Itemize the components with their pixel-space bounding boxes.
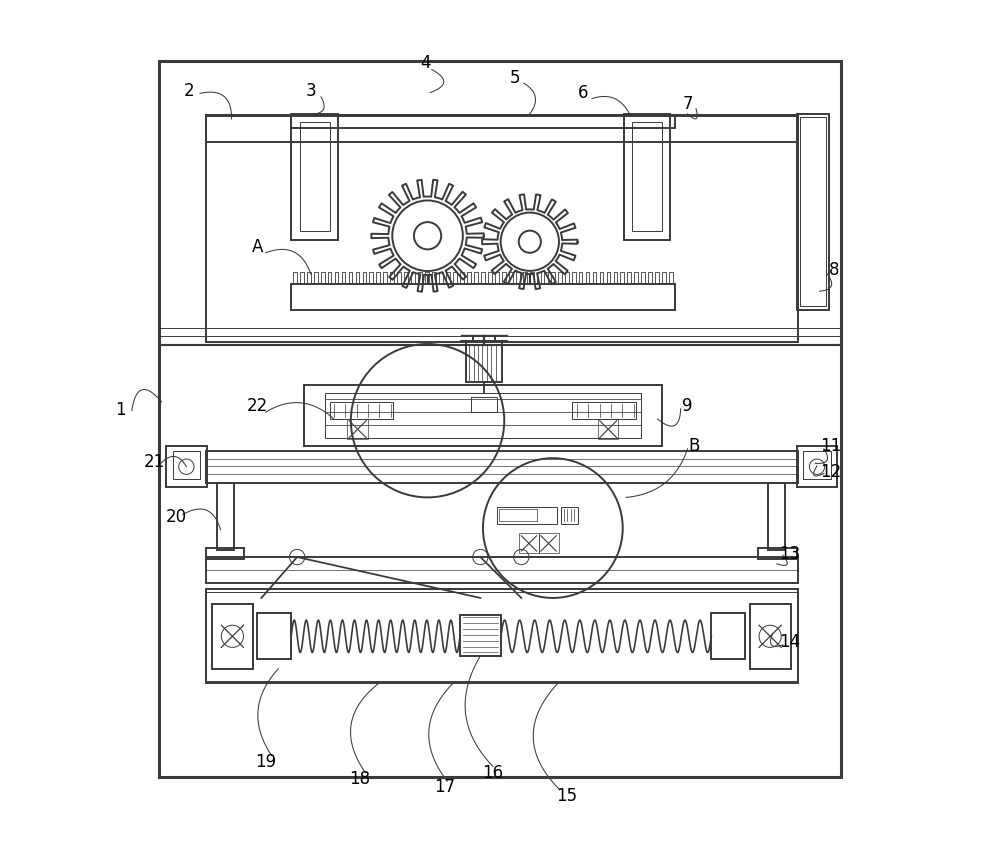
Bar	[330, 402, 393, 419]
Bar	[212, 604, 253, 669]
Text: 18: 18	[349, 770, 370, 787]
Text: 5: 5	[510, 69, 521, 87]
Text: 4: 4	[421, 54, 431, 72]
Bar	[466, 341, 502, 382]
Bar	[173, 451, 200, 479]
Bar	[572, 402, 636, 419]
Bar	[206, 589, 798, 683]
Bar	[499, 510, 537, 522]
Bar	[291, 115, 675, 128]
Text: A: A	[251, 238, 263, 256]
Text: 19: 19	[255, 752, 276, 770]
Bar	[347, 419, 368, 439]
Bar	[166, 446, 207, 487]
Bar	[800, 117, 826, 306]
Bar	[291, 285, 675, 310]
Bar	[206, 592, 798, 681]
Bar	[325, 393, 641, 438]
Bar	[803, 451, 831, 479]
Text: 6: 6	[578, 85, 589, 103]
Bar	[257, 613, 291, 659]
Bar	[632, 122, 662, 232]
Bar	[598, 419, 618, 439]
Bar	[304, 385, 662, 446]
Bar	[206, 116, 798, 342]
Text: 8: 8	[829, 261, 839, 279]
Text: 11: 11	[820, 437, 841, 455]
Bar	[473, 336, 495, 341]
Bar	[519, 534, 539, 553]
Bar	[206, 548, 244, 558]
Bar	[291, 114, 338, 240]
Text: 21: 21	[144, 452, 165, 470]
Bar	[797, 446, 837, 487]
Bar	[471, 397, 497, 412]
Text: 20: 20	[166, 508, 187, 526]
Text: 2: 2	[184, 82, 194, 100]
Bar	[561, 507, 578, 524]
Bar	[206, 115, 798, 142]
Text: 1: 1	[115, 402, 126, 420]
Bar	[797, 114, 829, 310]
Bar	[624, 114, 670, 240]
Bar	[206, 451, 798, 483]
Bar	[768, 483, 785, 551]
Bar	[460, 615, 501, 656]
Bar	[300, 122, 330, 232]
Text: 14: 14	[779, 634, 800, 652]
Bar	[758, 548, 797, 558]
Text: 16: 16	[483, 764, 504, 781]
Bar	[159, 61, 841, 777]
Bar	[750, 604, 791, 669]
Text: B: B	[689, 437, 700, 455]
Text: 7: 7	[682, 95, 693, 113]
Bar	[539, 534, 559, 553]
Bar	[217, 483, 234, 551]
Text: 22: 22	[246, 398, 268, 416]
Bar	[497, 507, 557, 524]
Text: 9: 9	[682, 398, 693, 416]
Text: 17: 17	[434, 778, 455, 796]
Text: 3: 3	[305, 82, 316, 100]
Text: 13: 13	[779, 545, 800, 563]
Text: 15: 15	[556, 787, 577, 805]
Bar	[711, 613, 745, 659]
Text: 12: 12	[820, 463, 841, 481]
Bar	[206, 557, 798, 582]
